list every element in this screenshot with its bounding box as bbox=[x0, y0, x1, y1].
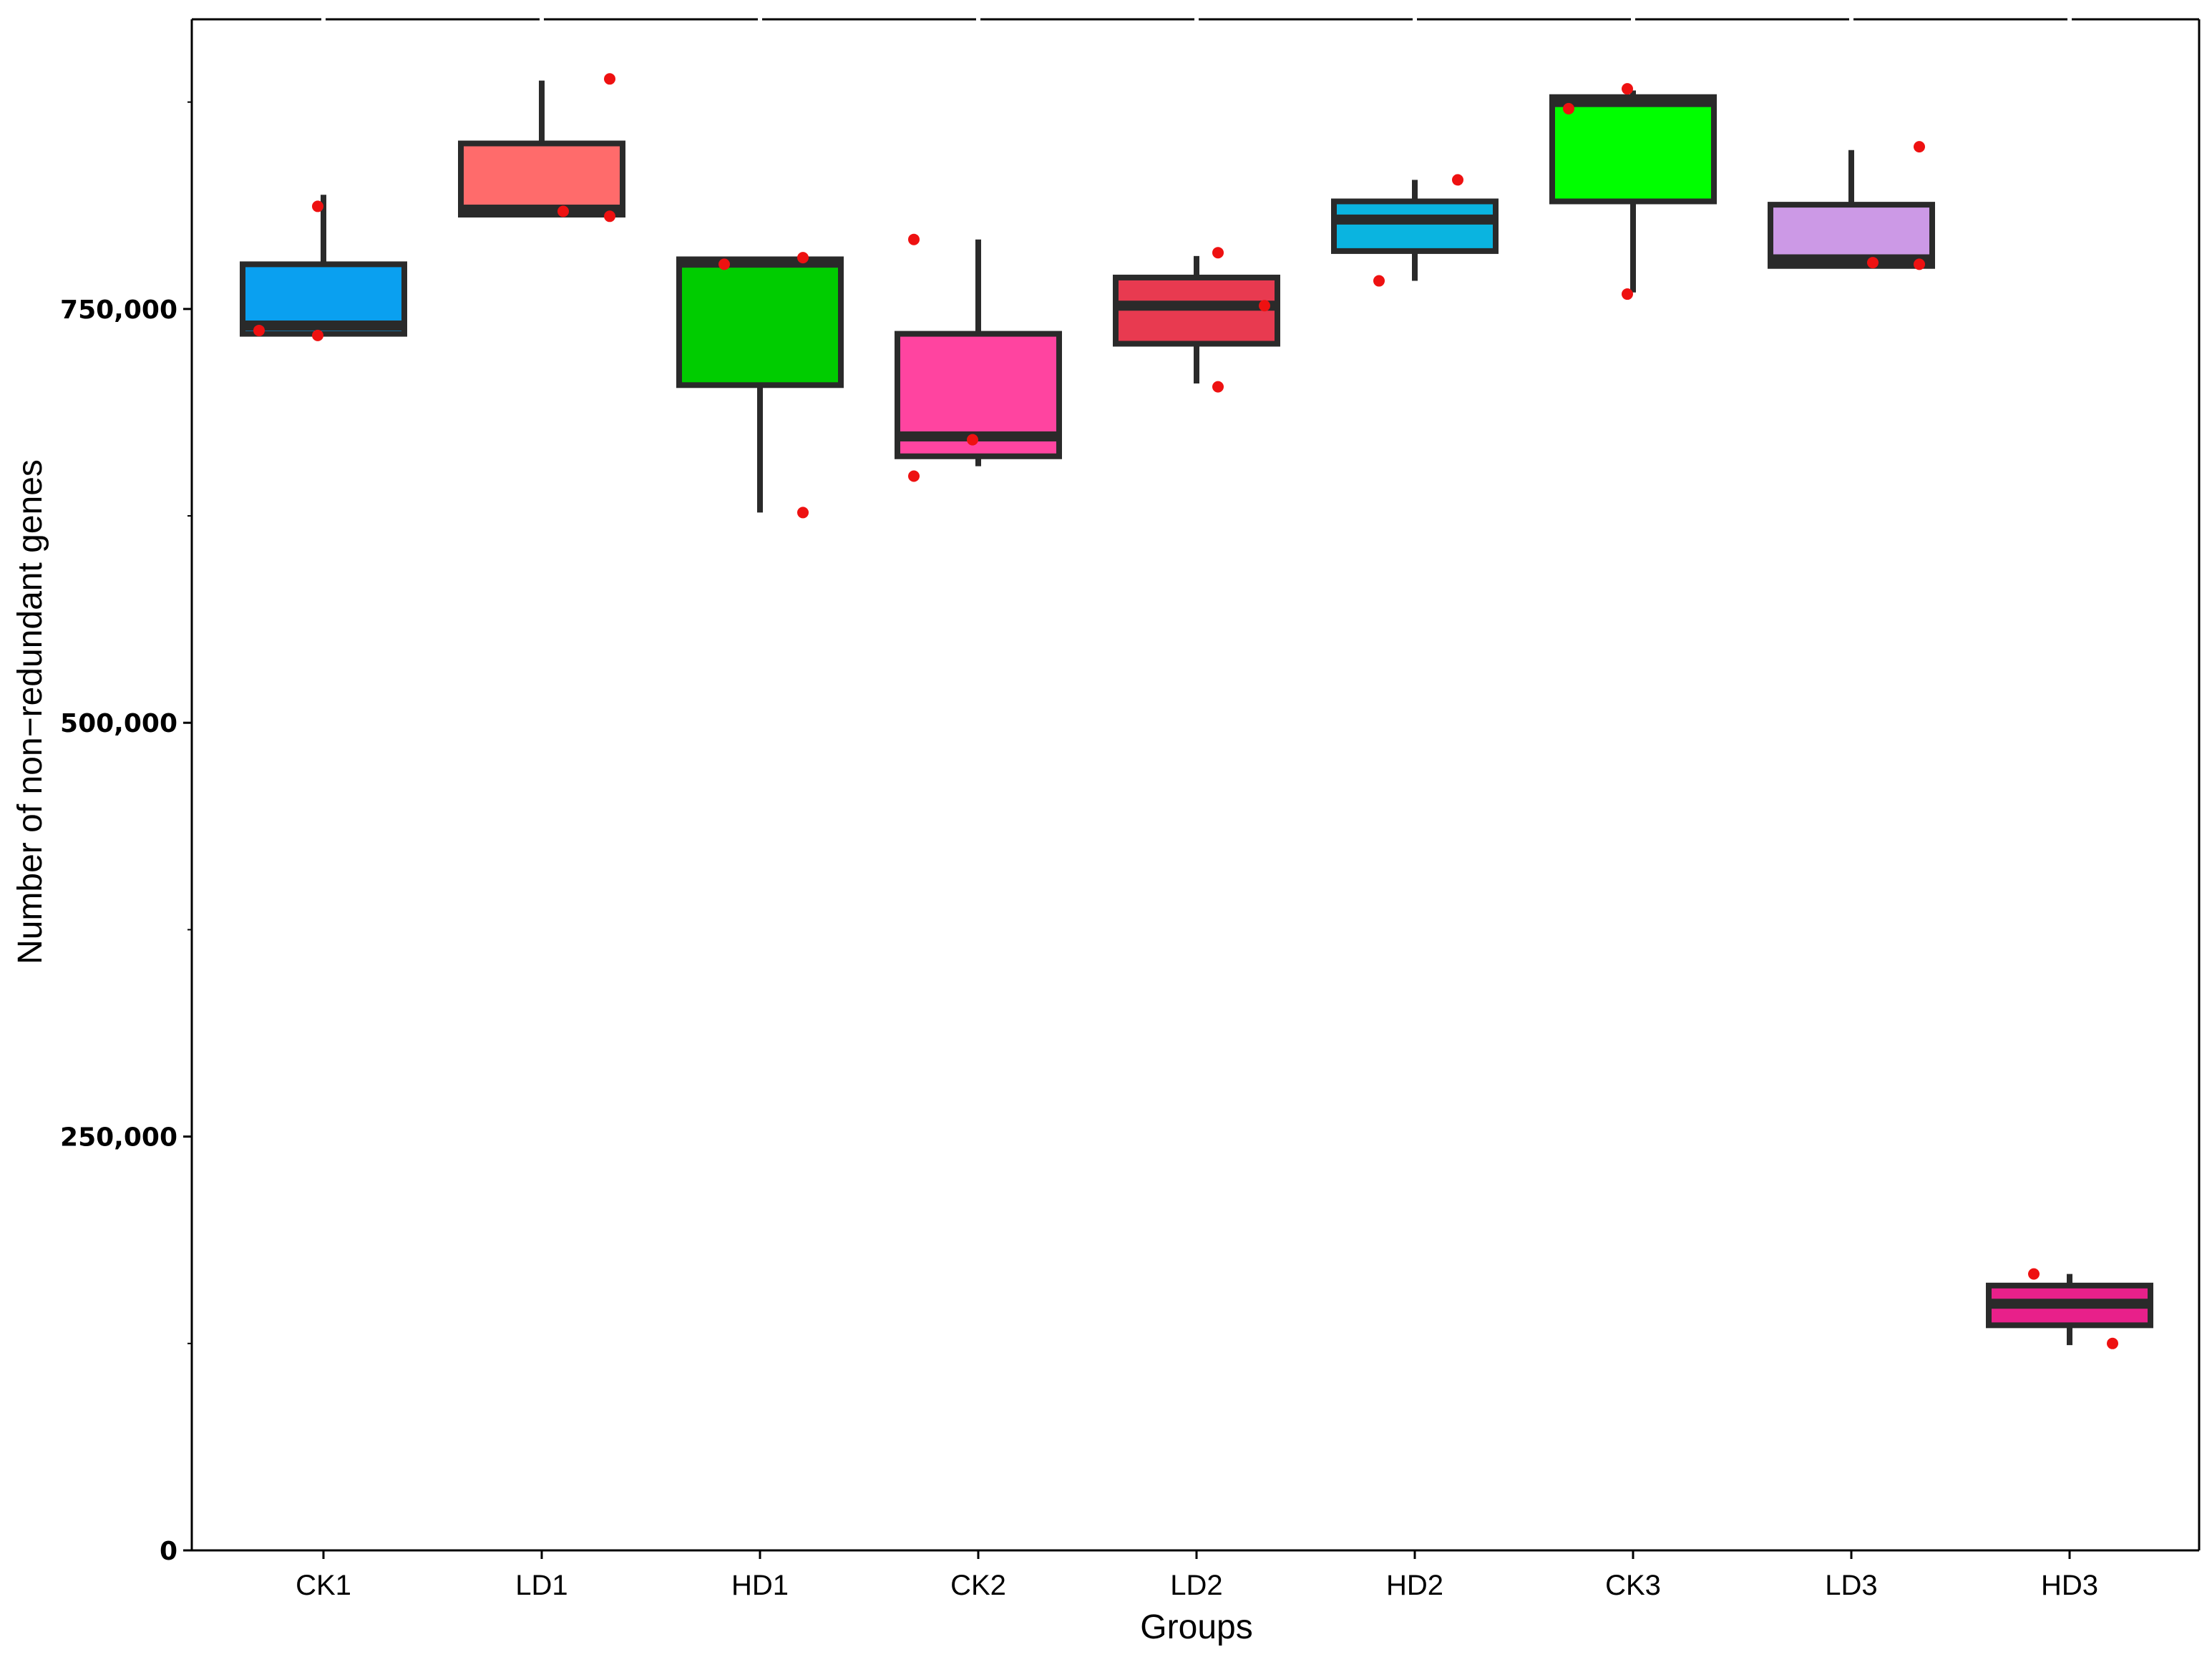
data-point bbox=[2028, 1268, 2040, 1280]
x-tick-label: LD1 bbox=[515, 1570, 567, 1601]
data-point bbox=[1914, 141, 1925, 153]
x-tick-label: HD1 bbox=[731, 1570, 789, 1601]
box-ck3 bbox=[1549, 94, 1717, 205]
data-point bbox=[2107, 1337, 2118, 1349]
data-point bbox=[1622, 288, 1633, 300]
data-point bbox=[1452, 174, 1463, 186]
data-point bbox=[967, 434, 978, 446]
x-tick-label: CK3 bbox=[1605, 1570, 1661, 1601]
data-point bbox=[1563, 102, 1574, 114]
data-point bbox=[1867, 257, 1879, 269]
x-axis-title: Groups bbox=[1140, 1608, 1252, 1646]
data-point bbox=[1259, 300, 1270, 312]
box-hd1 bbox=[676, 256, 844, 388]
data-point bbox=[312, 200, 323, 212]
data-point bbox=[1373, 275, 1385, 287]
y-tick-label: 250,000 bbox=[60, 1123, 177, 1153]
x-tick-label: HD3 bbox=[2041, 1570, 2098, 1601]
data-point bbox=[1212, 381, 1224, 393]
x-tick-label: CK2 bbox=[950, 1570, 1006, 1601]
x-tick-label: CK1 bbox=[296, 1570, 351, 1601]
data-point bbox=[797, 507, 809, 519]
x-tick-label: LD2 bbox=[1170, 1570, 1222, 1601]
data-point bbox=[604, 73, 615, 85]
data-point bbox=[604, 210, 615, 223]
data-point bbox=[557, 205, 569, 217]
box-hd2 bbox=[1331, 198, 1499, 254]
y-tick-label: 0 bbox=[160, 1537, 177, 1566]
data-point bbox=[908, 470, 920, 482]
data-point bbox=[312, 329, 323, 341]
data-point bbox=[797, 252, 809, 264]
data-point bbox=[1914, 258, 1925, 270]
x-tick-label: LD3 bbox=[1825, 1570, 1877, 1601]
y-tick-label: 750,000 bbox=[60, 295, 177, 325]
data-point bbox=[908, 233, 920, 245]
data-point bbox=[718, 258, 730, 270]
y-tick-label: 500,000 bbox=[60, 709, 177, 738]
data-point bbox=[253, 324, 265, 336]
box-ld1 bbox=[458, 140, 625, 217]
data-point bbox=[1622, 83, 1633, 95]
x-tick-label: HD2 bbox=[1386, 1570, 1443, 1601]
data-point bbox=[1212, 247, 1224, 259]
y-axis-title: Number of non−redundant genes bbox=[11, 459, 49, 964]
